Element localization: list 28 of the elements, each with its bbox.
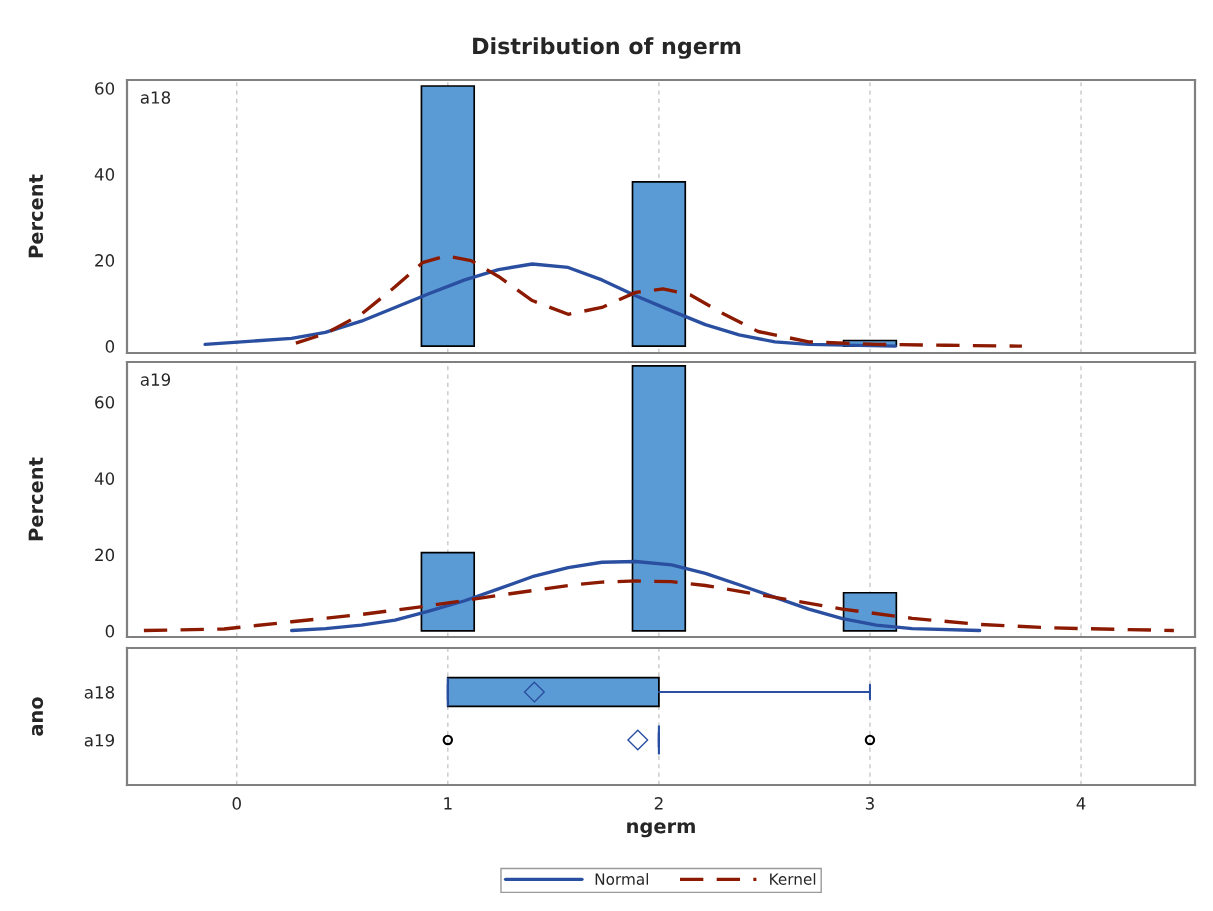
x-tick-label: 1: [444, 797, 452, 810]
y-tick-label: 40: [94, 168, 115, 181]
y-tick-label: a19: [84, 733, 115, 747]
x-tick-label: 4: [1076, 797, 1086, 810]
annotation: a18: [140, 91, 171, 104]
y-tick-label: a18: [84, 686, 115, 699]
y-tick-label: 0: [105, 340, 115, 353]
x-axis-title: ngerm: [627, 822, 695, 838]
y-tick-label: 20: [95, 548, 115, 562]
y-tick-label: 60: [95, 396, 115, 409]
line-series: [294, 254, 1024, 348]
y-tick-label: 40: [94, 472, 115, 485]
y-tick-label: 20: [95, 254, 115, 267]
legend-label: Kernel: [770, 873, 816, 885]
x-tick-label: 2: [654, 797, 663, 810]
y-tick-label: 0: [105, 624, 115, 638]
x-tick-label: 0: [232, 797, 241, 810]
y-tick-label: 60: [95, 82, 115, 95]
y-axis-title: Percent: [28, 174, 44, 258]
line-series: [142, 579, 1176, 633]
x-tick-label: 3: [865, 797, 874, 810]
y-axis-title: Percent: [28, 457, 44, 541]
chart-title: Distribution of ngerm: [473, 37, 741, 59]
annotation: a19: [140, 373, 171, 386]
line-series: [289, 559, 982, 633]
y-axis-title: ano: [31, 697, 44, 736]
line-series: [203, 262, 897, 348]
legend-label: Normal: [595, 873, 649, 885]
